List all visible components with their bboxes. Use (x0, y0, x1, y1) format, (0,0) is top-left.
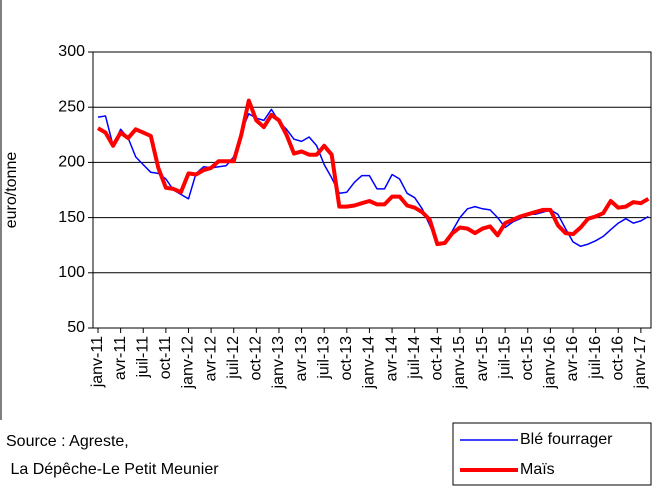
x-tick-label: janv-12 (180, 336, 197, 390)
y-tick-label: 250 (58, 98, 85, 115)
x-tick-label: janv-16 (542, 336, 559, 390)
x-tick-label: juil-12 (225, 336, 242, 380)
y-tick-label: 50 (67, 319, 85, 336)
x-tick-label: oct-11 (157, 336, 174, 379)
x-tick-label: juil-11 (134, 336, 151, 379)
x-tick-label: oct-16 (609, 336, 626, 381)
y-tick-label: 200 (58, 154, 85, 171)
x-tick-label: juil-15 (496, 336, 513, 380)
x-tick-label: juil-14 (406, 336, 423, 380)
x-tick-label: oct-13 (338, 336, 355, 381)
x-tick-label: juil-16 (587, 336, 604, 380)
x-tick-label: janv-11 (89, 336, 106, 388)
x-tick-label: avr-15 (474, 336, 491, 381)
series-line (97, 108, 649, 248)
x-tick-label: avr-16 (564, 336, 581, 381)
x-tick-label: janv-15 (451, 336, 468, 390)
x-tick-label: oct-12 (248, 336, 265, 381)
y-tick-label: 300 (58, 43, 85, 60)
legend-label: Maïs (520, 461, 555, 478)
x-tick-label: janv-14 (361, 336, 378, 390)
x-tick-label: juil-13 (315, 336, 332, 380)
y-tick-label: 100 (58, 264, 85, 281)
x-tick-label: janv-17 (632, 336, 649, 390)
x-tick-label: oct-14 (429, 336, 446, 381)
source-line: Source : Agreste, (6, 433, 129, 450)
x-tick-label: janv-13 (270, 336, 287, 390)
legend-box (452, 422, 652, 486)
source-line: La Dépêche-Le Petit Meunier (6, 461, 219, 478)
series-line (96, 98, 650, 247)
x-tick-label: avr-14 (383, 336, 400, 381)
x-tick-label: avr-11 (112, 336, 129, 380)
legend-label: Blé fourrager (520, 431, 613, 448)
y-tick-label: 150 (58, 209, 85, 226)
x-tick-label: oct-15 (519, 336, 536, 381)
x-tick-label: avr-13 (293, 336, 310, 381)
y-axis-label: euro/tonne (3, 152, 20, 229)
x-tick-label: avr-12 (202, 336, 219, 381)
